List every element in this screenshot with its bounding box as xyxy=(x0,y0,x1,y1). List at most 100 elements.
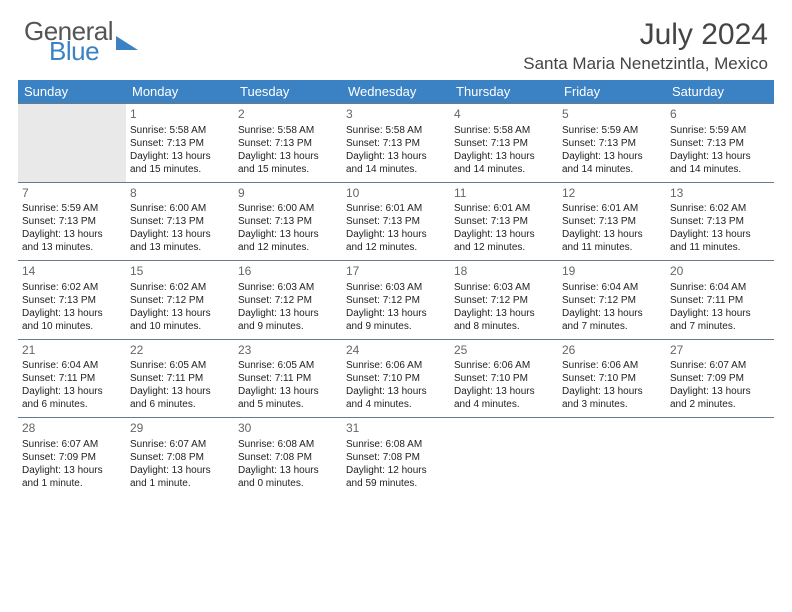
day-number: 21 xyxy=(22,343,122,359)
day-info-line: Sunset: 7:11 PM xyxy=(22,372,122,385)
day-header: Thursday xyxy=(450,80,558,104)
day-info-line: Sunrise: 6:02 AM xyxy=(670,202,770,215)
day-number: 4 xyxy=(454,107,554,123)
day-info-line: Daylight: 13 hours xyxy=(130,307,230,320)
day-number: 30 xyxy=(238,421,338,437)
calendar-body: 1Sunrise: 5:58 AMSunset: 7:13 PMDaylight… xyxy=(18,104,774,496)
day-info-line: and 59 minutes. xyxy=(346,477,446,490)
day-info-line: and 6 minutes. xyxy=(22,398,122,411)
day-info-line: Sunrise: 6:07 AM xyxy=(670,359,770,372)
calendar-cell: 30Sunrise: 6:08 AMSunset: 7:08 PMDayligh… xyxy=(234,418,342,496)
day-info-line: Daylight: 13 hours xyxy=(346,150,446,163)
calendar-cell: 13Sunrise: 6:02 AMSunset: 7:13 PMDayligh… xyxy=(666,182,774,261)
day-number: 18 xyxy=(454,264,554,280)
day-number: 13 xyxy=(670,186,770,202)
day-info-line: Sunset: 7:11 PM xyxy=(670,294,770,307)
calendar-cell xyxy=(666,418,774,496)
calendar-cell: 15Sunrise: 6:02 AMSunset: 7:12 PMDayligh… xyxy=(126,261,234,340)
day-info-line: Sunrise: 6:00 AM xyxy=(130,202,230,215)
day-number: 5 xyxy=(562,107,662,123)
calendar-cell xyxy=(558,418,666,496)
day-info-line: Sunset: 7:10 PM xyxy=(454,372,554,385)
day-info-line: and 7 minutes. xyxy=(670,320,770,333)
day-number: 10 xyxy=(346,186,446,202)
calendar-week-row: 1Sunrise: 5:58 AMSunset: 7:13 PMDaylight… xyxy=(18,104,774,183)
day-info-line: Sunset: 7:13 PM xyxy=(562,215,662,228)
day-info-line: Sunset: 7:13 PM xyxy=(670,215,770,228)
day-info-line: Daylight: 13 hours xyxy=(670,150,770,163)
brand-logo: General Blue xyxy=(24,18,138,64)
day-info-line: Daylight: 13 hours xyxy=(562,385,662,398)
day-info-line: Daylight: 13 hours xyxy=(238,307,338,320)
day-info-line: Sunrise: 6:01 AM xyxy=(562,202,662,215)
day-info-line: and 2 minutes. xyxy=(670,398,770,411)
calendar-cell: 10Sunrise: 6:01 AMSunset: 7:13 PMDayligh… xyxy=(342,182,450,261)
day-number: 20 xyxy=(670,264,770,280)
day-info-line: Sunset: 7:13 PM xyxy=(130,215,230,228)
calendar-cell: 20Sunrise: 6:04 AMSunset: 7:11 PMDayligh… xyxy=(666,261,774,340)
day-info-line: and 12 minutes. xyxy=(454,241,554,254)
day-info-line: and 12 minutes. xyxy=(346,241,446,254)
day-header: Sunday xyxy=(18,80,126,104)
day-info-line: Daylight: 13 hours xyxy=(22,385,122,398)
day-info-line: and 5 minutes. xyxy=(238,398,338,411)
day-info-line: Daylight: 13 hours xyxy=(562,307,662,320)
day-info-line: and 13 minutes. xyxy=(130,241,230,254)
day-number: 15 xyxy=(130,264,230,280)
day-number: 14 xyxy=(22,264,122,280)
day-number: 23 xyxy=(238,343,338,359)
day-info-line: Sunset: 7:09 PM xyxy=(22,451,122,464)
calendar-cell: 25Sunrise: 6:06 AMSunset: 7:10 PMDayligh… xyxy=(450,339,558,418)
day-info-line: Daylight: 13 hours xyxy=(454,228,554,241)
day-info-line: Daylight: 13 hours xyxy=(670,385,770,398)
day-info-line: Sunrise: 6:07 AM xyxy=(130,438,230,451)
day-number: 29 xyxy=(130,421,230,437)
day-header: Saturday xyxy=(666,80,774,104)
calendar-cell: 9Sunrise: 6:00 AMSunset: 7:13 PMDaylight… xyxy=(234,182,342,261)
day-info-line: Sunset: 7:13 PM xyxy=(238,137,338,150)
day-info-line: Sunrise: 6:06 AM xyxy=(346,359,446,372)
day-info-line: Daylight: 13 hours xyxy=(562,228,662,241)
day-number: 25 xyxy=(454,343,554,359)
calendar-week-row: 21Sunrise: 6:04 AMSunset: 7:11 PMDayligh… xyxy=(18,339,774,418)
day-info-line: Sunrise: 6:05 AM xyxy=(130,359,230,372)
day-number: 12 xyxy=(562,186,662,202)
month-title: July 2024 xyxy=(523,18,768,52)
day-info-line: and 11 minutes. xyxy=(562,241,662,254)
calendar-cell: 23Sunrise: 6:05 AMSunset: 7:11 PMDayligh… xyxy=(234,339,342,418)
day-number: 27 xyxy=(670,343,770,359)
calendar-cell: 2Sunrise: 5:58 AMSunset: 7:13 PMDaylight… xyxy=(234,104,342,183)
day-info-line: Sunrise: 6:03 AM xyxy=(346,281,446,294)
calendar-cell xyxy=(18,104,126,183)
day-info-line: Sunrise: 5:58 AM xyxy=(346,124,446,137)
day-info-line: Sunset: 7:12 PM xyxy=(562,294,662,307)
day-info-line: Daylight: 13 hours xyxy=(454,150,554,163)
day-number: 3 xyxy=(346,107,446,123)
calendar-cell: 8Sunrise: 6:00 AMSunset: 7:13 PMDaylight… xyxy=(126,182,234,261)
calendar-cell: 5Sunrise: 5:59 AMSunset: 7:13 PMDaylight… xyxy=(558,104,666,183)
day-number: 7 xyxy=(22,186,122,202)
day-info-line: Sunset: 7:13 PM xyxy=(22,294,122,307)
day-number: 26 xyxy=(562,343,662,359)
day-info-line: Daylight: 13 hours xyxy=(238,464,338,477)
calendar-table: SundayMondayTuesdayWednesdayThursdayFrid… xyxy=(18,80,774,496)
day-info-line: and 10 minutes. xyxy=(130,320,230,333)
day-info-line: and 7 minutes. xyxy=(562,320,662,333)
day-info-line: Sunrise: 6:06 AM xyxy=(562,359,662,372)
day-info-line: Sunrise: 6:06 AM xyxy=(454,359,554,372)
day-info-line: Daylight: 13 hours xyxy=(130,385,230,398)
day-info-line: Daylight: 13 hours xyxy=(22,464,122,477)
day-info-line: and 3 minutes. xyxy=(562,398,662,411)
day-info-line: Sunset: 7:13 PM xyxy=(22,215,122,228)
calendar-cell xyxy=(450,418,558,496)
day-info-line: Sunset: 7:12 PM xyxy=(238,294,338,307)
day-info-line: and 9 minutes. xyxy=(238,320,338,333)
day-info-line: Sunrise: 5:59 AM xyxy=(562,124,662,137)
day-number: 22 xyxy=(130,343,230,359)
day-number: 9 xyxy=(238,186,338,202)
calendar-cell: 28Sunrise: 6:07 AMSunset: 7:09 PMDayligh… xyxy=(18,418,126,496)
calendar-wrap: SundayMondayTuesdayWednesdayThursdayFrid… xyxy=(0,80,792,496)
day-info-line: and 15 minutes. xyxy=(130,163,230,176)
calendar-cell: 19Sunrise: 6:04 AMSunset: 7:12 PMDayligh… xyxy=(558,261,666,340)
day-info-line: Sunset: 7:08 PM xyxy=(238,451,338,464)
